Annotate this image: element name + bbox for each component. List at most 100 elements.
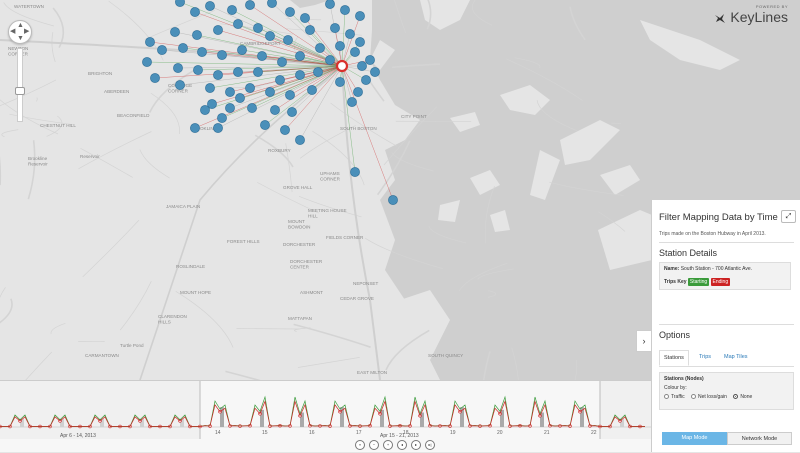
station-node[interactable] (213, 123, 223, 133)
station-node[interactable] (361, 75, 371, 85)
station-node[interactable] (365, 55, 375, 65)
station-node[interactable] (142, 57, 152, 67)
station-node[interactable] (253, 23, 263, 33)
station-node[interactable] (355, 11, 365, 21)
station-node[interactable] (257, 51, 267, 61)
station-node[interactable] (197, 47, 207, 57)
station-node[interactable] (283, 35, 293, 45)
station-node[interactable] (145, 37, 155, 47)
station-node[interactable] (247, 103, 257, 113)
station-node[interactable] (237, 45, 247, 55)
radio-icon[interactable] (691, 394, 697, 400)
station-node[interactable] (335, 41, 345, 51)
station-node[interactable] (217, 50, 227, 60)
station-node[interactable] (357, 61, 367, 71)
tab-map-tiles[interactable]: Map Tiles (724, 354, 748, 360)
station-node[interactable] (340, 5, 350, 15)
station-node[interactable] (295, 70, 305, 80)
timebar-chart[interactable]: 14 15 16 17 18 19 20 21 22 (0, 381, 651, 453)
station-node[interactable] (265, 31, 275, 41)
station-node[interactable] (305, 25, 315, 35)
station-node[interactable] (178, 43, 188, 53)
zoom-slider-handle[interactable] (15, 87, 25, 95)
station-node[interactable] (170, 27, 180, 37)
station-node[interactable] (350, 47, 360, 57)
station-node[interactable] (150, 73, 160, 83)
station-node[interactable] (270, 105, 280, 115)
map-mode-button[interactable]: Map Mode (662, 432, 727, 445)
station-node[interactable] (347, 97, 357, 107)
colour-option-net-loss-gain[interactable]: Net loss/gain (691, 394, 727, 400)
zoom-slider[interactable] (15, 48, 25, 122)
station-node[interactable] (325, 55, 335, 65)
radio-selected-icon[interactable] (733, 394, 739, 400)
zoom-in-icon[interactable]: + (383, 440, 393, 450)
station-node[interactable] (253, 67, 263, 77)
station-node[interactable] (285, 7, 295, 17)
station-nodes[interactable] (142, 0, 398, 205)
pan-control-icon[interactable]: ▲ ▼ ◀ ▶ (8, 20, 32, 44)
station-node[interactable] (355, 37, 365, 47)
station-node[interactable] (173, 63, 183, 73)
station-node[interactable] (193, 65, 203, 75)
station-node[interactable] (225, 87, 235, 97)
station-node[interactable] (175, 80, 185, 90)
station-node[interactable] (200, 105, 210, 115)
selected-station-node[interactable] (335, 59, 349, 73)
step-forward-icon[interactable]: ▸| (425, 440, 435, 450)
station-node[interactable] (307, 85, 317, 95)
station-node[interactable] (275, 75, 285, 85)
zoom-out-icon[interactable]: − (369, 440, 379, 450)
station-node[interactable] (295, 51, 305, 61)
expand-button[interactable]: ⤢ (781, 210, 796, 223)
station-node[interactable] (217, 113, 227, 123)
network-mode-button[interactable]: Network Mode (727, 432, 792, 445)
station-node[interactable] (245, 0, 255, 10)
station-node[interactable] (388, 195, 398, 205)
station-node[interactable] (233, 67, 243, 77)
station-node[interactable] (235, 93, 245, 103)
station-node[interactable] (287, 107, 297, 117)
station-node[interactable] (225, 103, 235, 113)
station-node[interactable] (205, 1, 215, 11)
station-node[interactable] (370, 67, 380, 77)
station-node[interactable] (190, 123, 200, 133)
step-back-icon[interactable]: ◂ (397, 440, 407, 450)
station-node[interactable] (335, 77, 345, 87)
tab-trips[interactable]: Trips (699, 354, 712, 360)
play-icon[interactable]: ▸ (411, 440, 421, 450)
station-node[interactable] (315, 43, 325, 53)
rewind-icon[interactable]: « (355, 440, 365, 450)
station-node[interactable] (157, 45, 167, 55)
station-node[interactable] (280, 125, 290, 135)
station-node[interactable] (260, 120, 270, 130)
station-node[interactable] (205, 83, 215, 93)
station-node[interactable] (175, 0, 185, 7)
colour-option-none[interactable]: None (733, 394, 752, 400)
time-bar[interactable]: 14 15 16 17 18 19 20 21 22 Apr 6 - 14, 2013 Apr … (0, 380, 651, 452)
station-node[interactable] (353, 87, 363, 97)
map-canvas[interactable]: WATERTOWNNEWTONCORNERBRIGHTONABERDEENCOO… (0, 0, 800, 380)
station-node[interactable] (267, 0, 277, 8)
station-node[interactable] (233, 19, 243, 29)
station-node[interactable] (213, 70, 223, 80)
station-node[interactable] (295, 135, 305, 145)
colour-option-traffic[interactable]: Traffic (664, 394, 685, 400)
station-node[interactable] (277, 57, 287, 67)
collapse-panel-button[interactable]: › (636, 330, 651, 352)
station-node[interactable] (265, 87, 275, 97)
station-node[interactable] (350, 167, 360, 177)
station-node[interactable] (313, 67, 323, 77)
station-node[interactable] (300, 13, 310, 23)
station-node[interactable] (245, 83, 255, 93)
station-node[interactable] (227, 5, 237, 15)
tab-stations[interactable]: Stations (659, 350, 689, 366)
map-navigation-control[interactable]: ▲ ▼ ◀ ▶ (8, 20, 32, 122)
station-node[interactable] (345, 29, 355, 39)
station-node[interactable] (330, 23, 340, 33)
station-node[interactable] (207, 99, 217, 109)
station-node[interactable] (285, 90, 295, 100)
radio-icon[interactable] (664, 394, 669, 400)
station-node[interactable] (190, 7, 200, 17)
station-node[interactable] (213, 25, 223, 35)
